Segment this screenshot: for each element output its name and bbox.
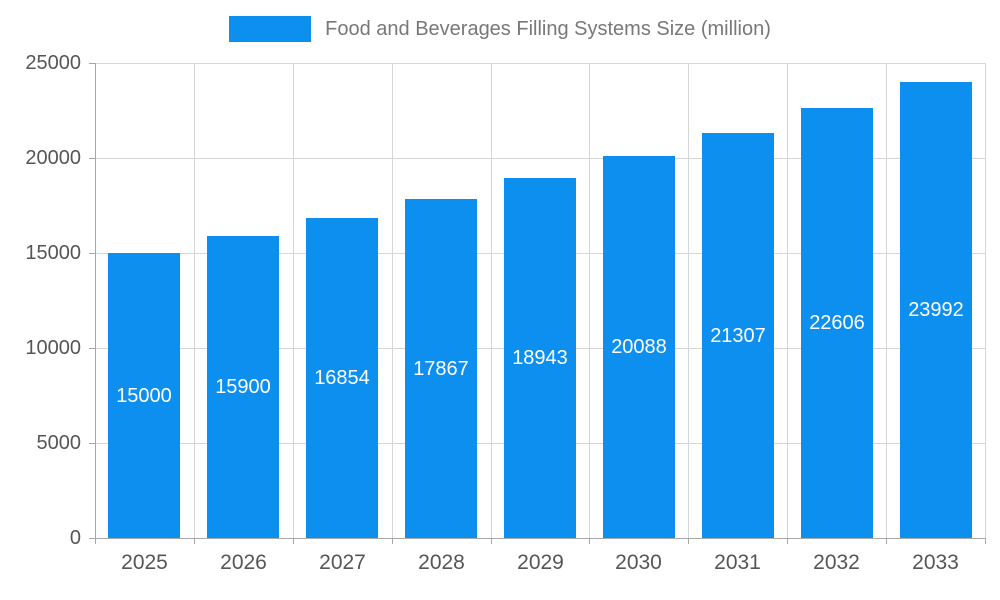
h-gridline bbox=[95, 158, 985, 159]
bar-value-label: 15000 bbox=[116, 385, 172, 407]
bar-value-label: 23992 bbox=[908, 299, 964, 321]
v-gridline bbox=[193, 63, 195, 538]
y-axis-tick-label: 5000 bbox=[36, 432, 82, 454]
bar-2025[interactable] bbox=[108, 253, 180, 538]
x-axis-tick-label: 2032 bbox=[813, 551, 860, 574]
legend-label: Food and Beverages Filling Systems Size … bbox=[325, 17, 771, 40]
v-gridline bbox=[391, 63, 393, 538]
bar-2030[interactable] bbox=[603, 156, 675, 538]
y-axis-tick bbox=[89, 63, 95, 64]
x-axis-tick bbox=[688, 538, 690, 544]
x-axis-tick bbox=[490, 538, 492, 544]
bar-value-label: 20088 bbox=[611, 336, 667, 358]
x-axis-tick bbox=[193, 538, 195, 544]
bar-value-label: 16854 bbox=[314, 367, 370, 389]
x-axis-tick bbox=[589, 538, 591, 544]
chart-legend: Food and Beverages Filling Systems Size … bbox=[0, 16, 1000, 42]
y-axis-tick-label: 15000 bbox=[25, 242, 81, 264]
bar-2026[interactable] bbox=[207, 236, 279, 538]
y-axis-tick-label: 10000 bbox=[25, 337, 81, 359]
x-axis-tick bbox=[95, 538, 96, 544]
y-axis-tick bbox=[89, 158, 95, 159]
x-axis-tick-label: 2029 bbox=[517, 551, 564, 574]
bar-2027[interactable] bbox=[306, 218, 378, 538]
x-axis-tick-label: 2027 bbox=[319, 551, 366, 574]
x-axis-tick-label: 2028 bbox=[418, 551, 465, 574]
v-gridline bbox=[886, 63, 888, 538]
y-axis-tick bbox=[89, 253, 95, 254]
v-gridline bbox=[787, 63, 789, 538]
h-gridline bbox=[95, 63, 985, 64]
bar-value-label: 18943 bbox=[512, 347, 568, 369]
y-axis-tick bbox=[89, 443, 95, 444]
v-gridline bbox=[688, 63, 690, 538]
bar-2028[interactable] bbox=[405, 199, 477, 538]
x-axis-tick bbox=[292, 538, 294, 544]
x-axis-tick bbox=[985, 538, 986, 544]
bar-value-label: 17867 bbox=[413, 358, 469, 380]
v-gridline bbox=[292, 63, 294, 538]
x-axis-tick bbox=[391, 538, 393, 544]
y-axis-tick bbox=[89, 348, 95, 349]
bar-2031[interactable] bbox=[702, 133, 774, 538]
bar-2029[interactable] bbox=[504, 178, 576, 538]
x-axis-line bbox=[95, 538, 985, 539]
x-axis-tick-label: 2033 bbox=[912, 551, 959, 574]
bar-value-label: 22606 bbox=[809, 312, 865, 334]
x-axis-tick-label: 2031 bbox=[714, 551, 761, 574]
y-axis-tick-label: 25000 bbox=[25, 52, 81, 74]
v-gridline bbox=[985, 63, 986, 538]
x-axis-tick-label: 2030 bbox=[615, 551, 662, 574]
bar-value-label: 15900 bbox=[215, 376, 271, 398]
bar-2032[interactable] bbox=[801, 108, 873, 538]
y-axis-tick-label: 20000 bbox=[25, 147, 81, 169]
bar-2033[interactable] bbox=[900, 82, 972, 538]
y-axis-line bbox=[95, 63, 96, 538]
bar-value-label: 21307 bbox=[710, 325, 766, 347]
x-axis-tick-label: 2025 bbox=[121, 551, 168, 574]
legend-swatch bbox=[229, 16, 312, 42]
x-axis-tick bbox=[886, 538, 888, 544]
v-gridline bbox=[589, 63, 591, 538]
y-axis-tick bbox=[89, 538, 95, 539]
y-axis-tick-label: 0 bbox=[69, 527, 81, 549]
legend-item[interactable]: Food and Beverages Filling Systems Size … bbox=[229, 16, 771, 42]
x-axis-tick bbox=[787, 538, 789, 544]
v-gridline bbox=[490, 63, 492, 538]
x-axis-tick-label: 2026 bbox=[220, 551, 267, 574]
